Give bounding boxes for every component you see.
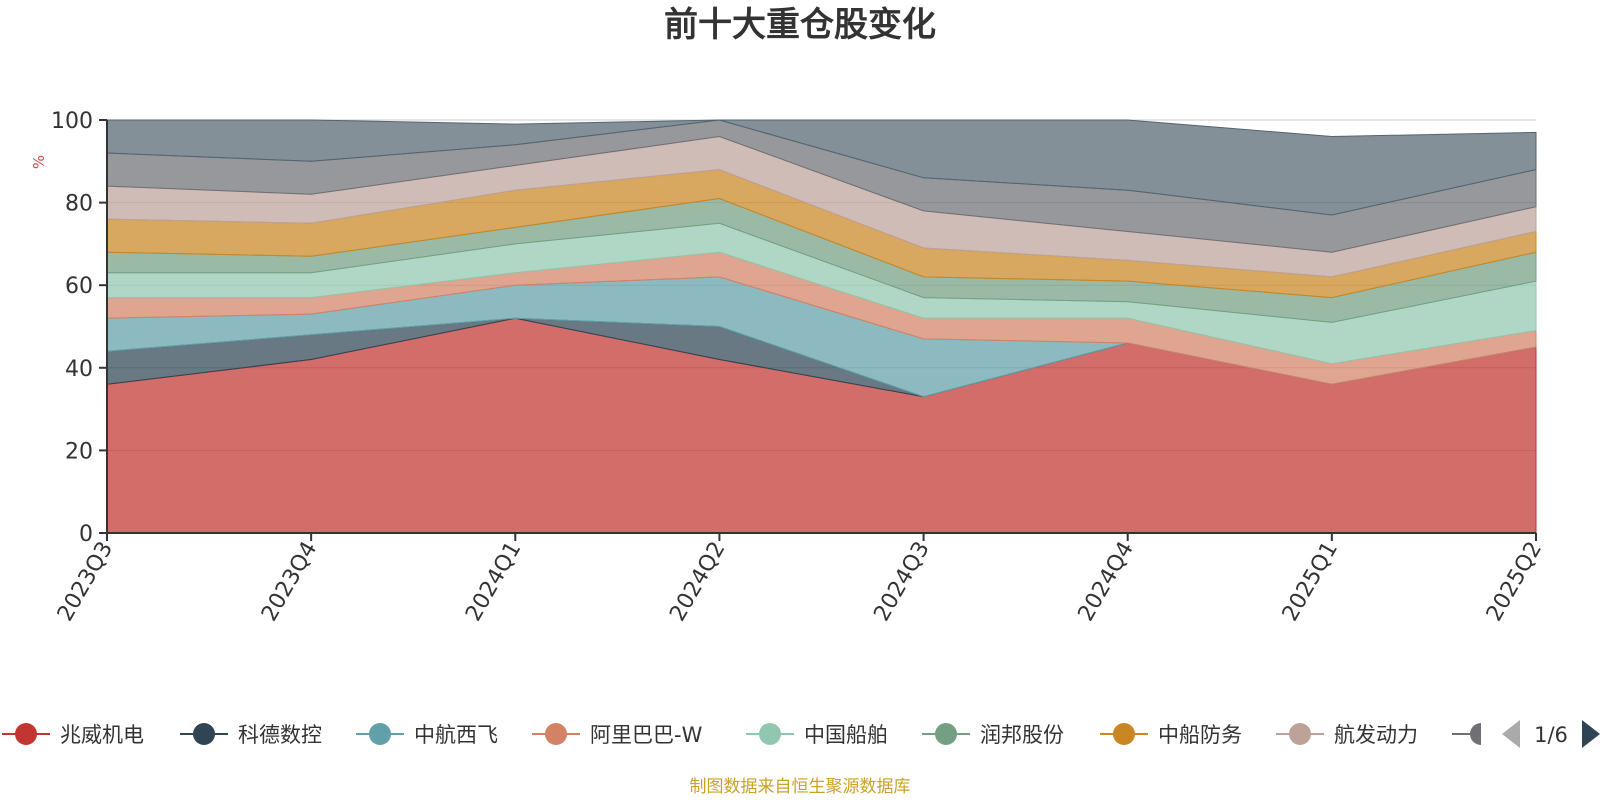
x-tick-label: 2024Q1: [461, 538, 526, 626]
legend-marker: [1289, 723, 1311, 745]
legend-marker: [1470, 723, 1481, 745]
x-tick-label: 2024Q3: [869, 538, 934, 626]
legend-item[interactable]: 中航西飞: [356, 723, 498, 747]
legend-item[interactable]: 中船防务: [1100, 723, 1242, 747]
legend-marker: [193, 723, 215, 745]
legend-item[interactable]: 科德数控: [180, 723, 322, 747]
y-tick-label: 0: [79, 522, 93, 547]
legend-item[interactable]: 中国船舶: [746, 723, 888, 747]
x-ticks: 2023Q3 2023Q4 2024Q1 2024Q2 2024Q3 2024Q4 2025…: [53, 533, 1547, 626]
y-axis-label: %: [30, 155, 48, 169]
x-tick-label: 2024Q2: [665, 538, 730, 626]
y-tick-label: 60: [65, 274, 93, 299]
data-source-note: 制图数据来自恒生聚源数据库: [690, 777, 911, 797]
y-tick-label: 20: [65, 439, 93, 464]
legend-marker: [935, 723, 957, 745]
legend-marker: [545, 723, 567, 745]
legend: 兆威机电 科德数控 中航西飞 阿里巴巴-W 中国船舶 润邦股份 中船防务 航发动力: [2, 723, 1481, 747]
legend-item-partial[interactable]: [1452, 723, 1481, 745]
legend-marker: [369, 723, 391, 745]
legend-marker: [15, 723, 37, 745]
y-tick-label: 40: [65, 357, 93, 382]
y-ticks: 0 20 40 60 80 100: [51, 109, 107, 547]
x-tick-label: 2025Q2: [1482, 538, 1547, 626]
legend-label: 阿里巴巴-W: [590, 723, 703, 747]
legend-page-indicator: 1/6: [1534, 723, 1568, 747]
y-tick-label: 80: [65, 192, 93, 217]
legend-item[interactable]: 兆威机电: [2, 723, 144, 747]
x-tick-label: 2023Q4: [257, 538, 322, 626]
legend-label: 润邦股份: [980, 723, 1064, 747]
stacked-areas: [106, 119, 1537, 534]
legend-prev-page-icon[interactable]: [1502, 720, 1520, 748]
axes: [106, 120, 1536, 534]
x-tick-label: 2023Q3: [53, 538, 118, 626]
y-tick-label: 100: [51, 109, 93, 134]
legend-next-page-icon[interactable]: [1582, 720, 1600, 748]
legend-item[interactable]: 阿里巴巴-W: [532, 723, 703, 747]
legend-label: 中航西飞: [414, 723, 498, 747]
legend-label: 中船防务: [1158, 723, 1242, 747]
area-series-9: [106, 119, 1537, 216]
legend-marker: [1113, 723, 1135, 745]
legend-label: 兆威机电: [60, 723, 144, 747]
legend-label: 科德数控: [238, 723, 322, 747]
x-tick-label: 2025Q1: [1278, 538, 1343, 626]
x-tick-label: 2024Q4: [1074, 538, 1139, 626]
legend-marker: [759, 723, 781, 745]
legend-item[interactable]: 航发动力: [1276, 723, 1418, 747]
legend-item[interactable]: 润邦股份: [922, 723, 1064, 747]
legend-label: 航发动力: [1334, 723, 1418, 747]
chart-title: 前十大重仓股变化: [664, 5, 936, 45]
legend-label: 中国船舶: [804, 723, 888, 747]
